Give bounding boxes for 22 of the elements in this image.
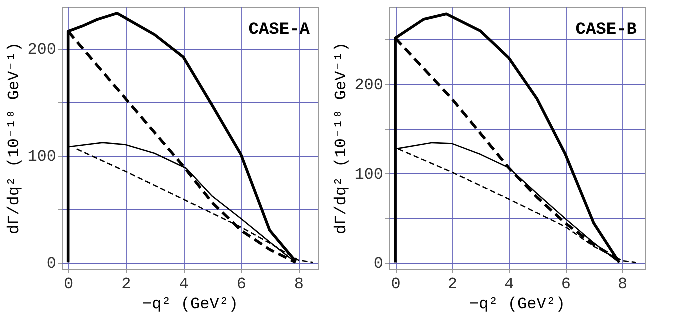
y-tick-label: 100: [28, 148, 56, 166]
x-tick-label: 4: [504, 276, 514, 294]
y-tick-label: 0: [46, 255, 56, 274]
y-tick-label: 200: [354, 76, 384, 94]
x-tick-label: 2: [122, 276, 132, 294]
x-axis-title: −q² (GeV²): [142, 296, 239, 314]
annotation: CASE-A: [248, 21, 311, 40]
annotation: CASE-B: [576, 21, 637, 40]
x-tick-label: 8: [294, 276, 304, 294]
x-tick-label: 4: [179, 276, 189, 294]
y-tick-label: 100: [354, 166, 384, 184]
x-tick-label: 8: [618, 276, 628, 294]
x-tick-label: 0: [64, 276, 74, 294]
y-axis-title: dΓ/dq² (10⁻¹⁸ GeV⁻¹): [6, 42, 24, 235]
x-tick-label: 0: [391, 276, 401, 294]
x-tick-label: 6: [236, 276, 246, 294]
y-tick-label: 0: [374, 255, 384, 274]
x-tick-label: 6: [561, 276, 571, 294]
x-tick-label: 2: [448, 276, 458, 294]
y-axis-title: dΓ/dq² (10⁻¹⁸ GeV⁻¹): [332, 42, 351, 235]
x-axis-title: −q² (GeV²): [469, 296, 566, 314]
y-tick-label: 200: [28, 41, 56, 60]
